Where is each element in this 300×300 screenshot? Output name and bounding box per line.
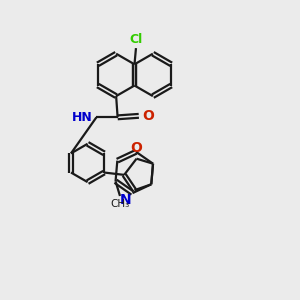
Text: CH₃: CH₃ [110,199,130,209]
Text: O: O [130,141,142,155]
Text: O: O [142,109,154,123]
Text: Cl: Cl [129,33,142,46]
Text: HN: HN [72,111,93,124]
Text: N: N [119,193,131,207]
